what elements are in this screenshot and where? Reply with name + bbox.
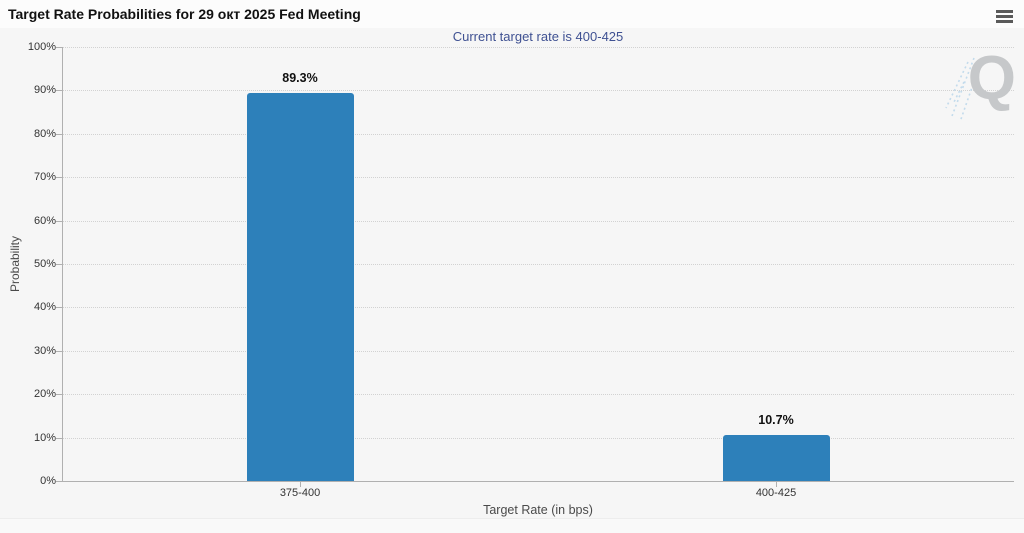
bar-375-400[interactable]	[247, 93, 354, 481]
gridline	[62, 177, 1014, 178]
y-axis-tick	[56, 351, 62, 352]
gridline	[62, 264, 1014, 265]
gridline	[62, 351, 1014, 352]
y-axis-label: 70%	[33, 171, 56, 183]
y-axis-label: 10%	[33, 432, 56, 444]
x-axis-category-label: 375-400	[279, 487, 321, 499]
y-axis-label: 100%	[27, 41, 56, 53]
y-axis-tick	[56, 438, 62, 439]
menu-bar	[996, 10, 1013, 13]
hamburger-menu-icon[interactable]	[996, 10, 1013, 23]
gridline	[62, 307, 1014, 308]
gridline	[62, 438, 1014, 439]
bar-400-425[interactable]	[723, 434, 830, 481]
y-axis-tick	[56, 481, 62, 482]
y-axis-label: 60%	[33, 215, 56, 227]
menu-bar	[996, 15, 1013, 18]
y-axis-tick	[56, 307, 62, 308]
y-axis-label: 20%	[33, 388, 56, 400]
y-axis-tick	[56, 47, 62, 48]
x-axis-category-label: 400-425	[755, 487, 797, 499]
y-axis-label: 80%	[33, 128, 56, 140]
gridline	[62, 47, 1014, 48]
gridline	[62, 394, 1014, 395]
gridline	[62, 221, 1014, 222]
y-axis-title: Probability	[8, 235, 22, 293]
y-axis-tick	[56, 264, 62, 265]
gridline	[62, 134, 1014, 135]
y-axis-label: 40%	[33, 301, 56, 313]
y-axis-tick	[56, 221, 62, 222]
x-axis-tick	[300, 482, 301, 487]
watermark-sparkle-icon	[945, 57, 979, 123]
bar-value-label: 10.7%	[758, 412, 794, 427]
chart-subtitle: Current target rate is 400-425	[452, 29, 624, 44]
y-axis-label: 90%	[33, 84, 56, 96]
x-axis-title: Target Rate (in bps)	[483, 503, 593, 517]
x-axis-line	[62, 481, 1014, 482]
title-band	[0, 0, 1024, 28]
watermark-q-letter: Q	[967, 44, 1016, 113]
menu-bar	[996, 20, 1013, 23]
y-axis-label: 50%	[33, 258, 56, 270]
y-axis-label: 0%	[40, 475, 56, 487]
chart-title: Target Rate Probabilities for 29 окт 202…	[8, 6, 361, 22]
y-axis-tick	[56, 90, 62, 91]
y-axis-tick	[56, 394, 62, 395]
bar-value-label: 89.3%	[282, 71, 318, 86]
footer-strip	[0, 518, 1024, 533]
y-axis-line	[62, 47, 63, 482]
y-axis-tick	[56, 177, 62, 178]
y-axis-label: 30%	[33, 345, 56, 357]
gridline	[62, 90, 1014, 91]
watermark-logo: Q	[940, 48, 1020, 134]
y-axis-tick	[56, 134, 62, 135]
x-axis-tick	[776, 482, 777, 487]
